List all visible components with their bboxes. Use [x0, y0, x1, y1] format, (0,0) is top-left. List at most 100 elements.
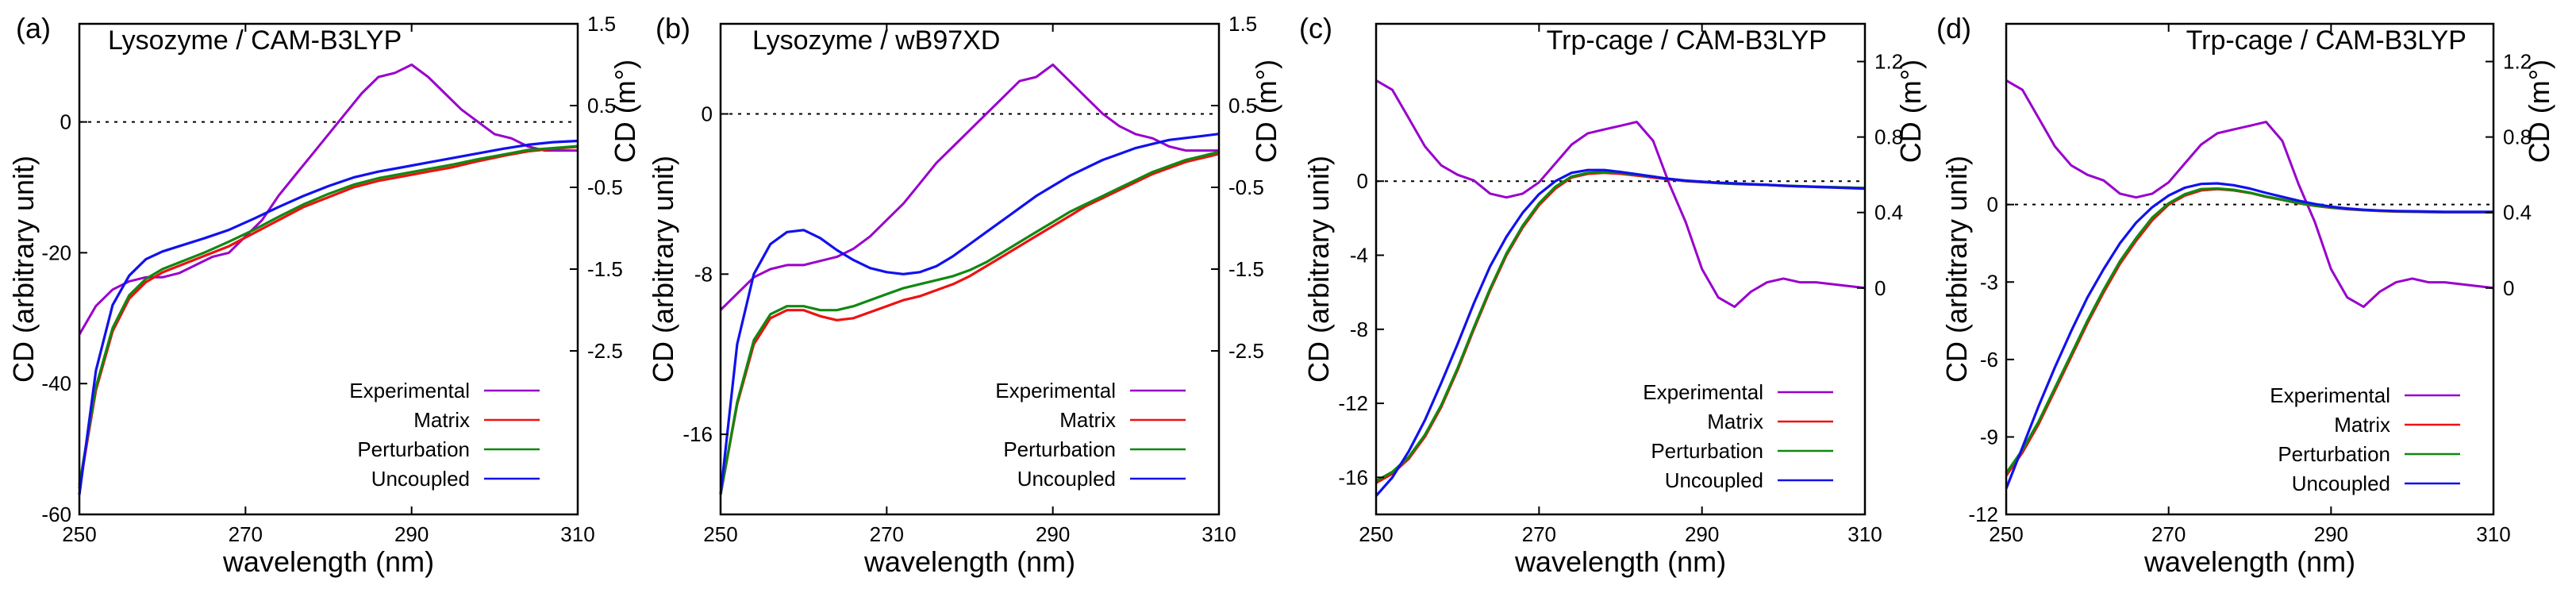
y2-tick-label: 1.5 [1228, 12, 1257, 36]
legend: Experimental Matrix Perturbation Uncoupled [995, 379, 1186, 491]
legend: Experimental Matrix Perturbation Uncoupled [349, 379, 540, 491]
y2-tick-label: -1.5 [1228, 257, 1264, 281]
y-axis-title: CD (arbitrary unit) [1302, 156, 1335, 383]
x-tick-label: 290 [1685, 522, 1719, 546]
legend-label-matrix: Matrix [1059, 408, 1116, 432]
x-axis-title: wavelength (nm) [1514, 545, 1726, 578]
series-line-experimental [78, 64, 578, 336]
y-tick-label: -16 [1338, 465, 1368, 489]
series-line-matrix [2005, 187, 2493, 477]
y2-tick-label: 0 [1874, 276, 1886, 300]
x-tick-label: 270 [229, 522, 263, 546]
series-line-experimental [1375, 79, 1866, 308]
x-tick-label: 250 [1989, 522, 2023, 546]
series-line-uncoupled [719, 133, 1220, 495]
chart-panel-d: (d) 250 270 290 310 -12 -9 -6 -3 0 0 0.4 0.8 1.2 wavel… [1936, 12, 2555, 578]
x-tick-label: 290 [2314, 522, 2348, 546]
chart-title: Trp-cage / CAM-B3LYP [2186, 25, 2466, 56]
y2-tick-label: -2.5 [1228, 339, 1264, 363]
series-line-perturbation [719, 150, 1220, 495]
y-tick-label: -8 [694, 262, 713, 286]
y-tick-label: -16 [682, 422, 713, 446]
series-line-uncoupled [78, 139, 579, 495]
y2-axis-title: CD (m°) [1250, 60, 1282, 163]
x-tick-label: 250 [703, 522, 737, 546]
legend-label-perturbation: Perturbation [1003, 437, 1116, 461]
legend-label-uncoupled: Uncoupled [1665, 468, 1763, 492]
y-axis-title: CD (arbitrary unit) [7, 156, 40, 383]
legend-label-experimental: Experimental [349, 379, 470, 402]
panel-label: (b) [656, 12, 690, 44]
y2-axis-title: CD (m°) [2523, 60, 2555, 163]
x-tick-label: 250 [1359, 522, 1393, 546]
panel-label: (c) [1299, 12, 1332, 44]
legend-label-experimental: Experimental [995, 379, 1116, 402]
y-tick-label: -12 [1338, 391, 1368, 415]
y2-tick-label: 0.4 [2503, 201, 2532, 225]
panel-label: (d) [1936, 12, 1971, 44]
y-tick-label: 0 [1357, 169, 1368, 193]
chart-title: Lysozyme / wB97XD [752, 25, 1000, 56]
y-tick-label: -4 [1350, 244, 1368, 268]
legend: Experimental Matrix Perturbation Uncoupled [1643, 380, 1833, 492]
legend-label-uncoupled: Uncoupled [371, 467, 470, 491]
series-line-experimental [2005, 79, 2494, 308]
y-tick-label: -20 [41, 241, 71, 264]
y2-tick-label: -2.5 [587, 339, 623, 363]
series-line-uncoupled [2005, 182, 2493, 490]
chart-title: Lysozyme / CAM-B3LYP [108, 25, 402, 56]
y-tick-label: -12 [1968, 503, 1998, 526]
x-tick-label: 290 [394, 522, 429, 546]
legend-label-uncoupled: Uncoupled [2292, 472, 2390, 495]
series-line-uncoupled [1375, 168, 1866, 497]
x-tick-label: 250 [62, 522, 96, 546]
y2-axis-title: CD (m°) [609, 60, 641, 163]
plot-frame [78, 22, 579, 516]
x-tick-label: 270 [1522, 522, 1556, 546]
series-line-perturbation [1375, 171, 1866, 483]
x-axis-title: wavelength (nm) [863, 545, 1075, 578]
series-line-matrix [78, 145, 579, 489]
y-tick-label: -40 [41, 372, 71, 395]
y2-tick-label: 1.5 [587, 12, 616, 36]
y-axis-title: CD (arbitrary unit) [1940, 156, 1973, 383]
y-tick-label: -3 [1980, 270, 1998, 294]
panel-label: (a) [16, 12, 51, 44]
legend-label-matrix: Matrix [2334, 413, 2390, 437]
y2-tick-label: -1.5 [587, 257, 623, 281]
y-tick-label: -6 [1980, 348, 1998, 372]
y-tick-label: -9 [1980, 425, 1998, 449]
legend-label-matrix: Matrix [1707, 410, 1763, 433]
y2-tick-label: 0.8 [1874, 125, 1903, 149]
y-tick-label: 0 [60, 110, 71, 134]
y2-axis-title: CD (m°) [1894, 60, 1927, 163]
y-tick-label: 0 [702, 102, 713, 126]
chart-title: Trp-cage / CAM-B3LYP [1547, 25, 1827, 56]
legend-label-perturbation: Perturbation [357, 437, 470, 461]
y2-tick-label: -0.5 [1228, 175, 1264, 199]
legend-label-matrix: Matrix [413, 408, 470, 432]
legend-label-uncoupled: Uncoupled [1017, 467, 1116, 491]
y-tick-label: 0 [1987, 193, 1998, 217]
legend: Experimental Matrix Perturbation Uncoupled [2270, 383, 2460, 495]
x-tick-label: 310 [1847, 522, 1882, 546]
y2-tick-label: 1.2 [1874, 50, 1903, 74]
chart-panel-b: (b) 250 270 290 310 -16 -8 0 -2.5 -1.5 -0.5 0.5 1.5 w… [647, 12, 1282, 578]
x-axis-title: wavelength (nm) [222, 545, 434, 578]
x-tick-label: 290 [1036, 522, 1070, 546]
series-line-matrix [719, 152, 1220, 495]
legend-label-perturbation: Perturbation [2278, 442, 2390, 466]
y-axis-title: CD (arbitrary unit) [647, 156, 679, 383]
legend-label-perturbation: Perturbation [1651, 439, 1763, 463]
series-line-perturbation [78, 144, 579, 486]
series-line-perturbation [2005, 187, 2493, 474]
y2-tick-label: 0.5 [587, 94, 616, 117]
y-tick-label: -8 [1350, 318, 1368, 341]
y2-tick-label: 0 [2503, 276, 2514, 300]
series-line-experimental [719, 64, 1219, 311]
chart-panel-c: (c) 250 270 290 310 -16 -12 -8 -4 0 0 0.4 0.8 1.2 wave… [1299, 12, 1927, 578]
series-line-matrix [1375, 171, 1866, 484]
x-tick-label: 270 [2151, 522, 2186, 546]
x-tick-label: 310 [1201, 522, 1236, 546]
